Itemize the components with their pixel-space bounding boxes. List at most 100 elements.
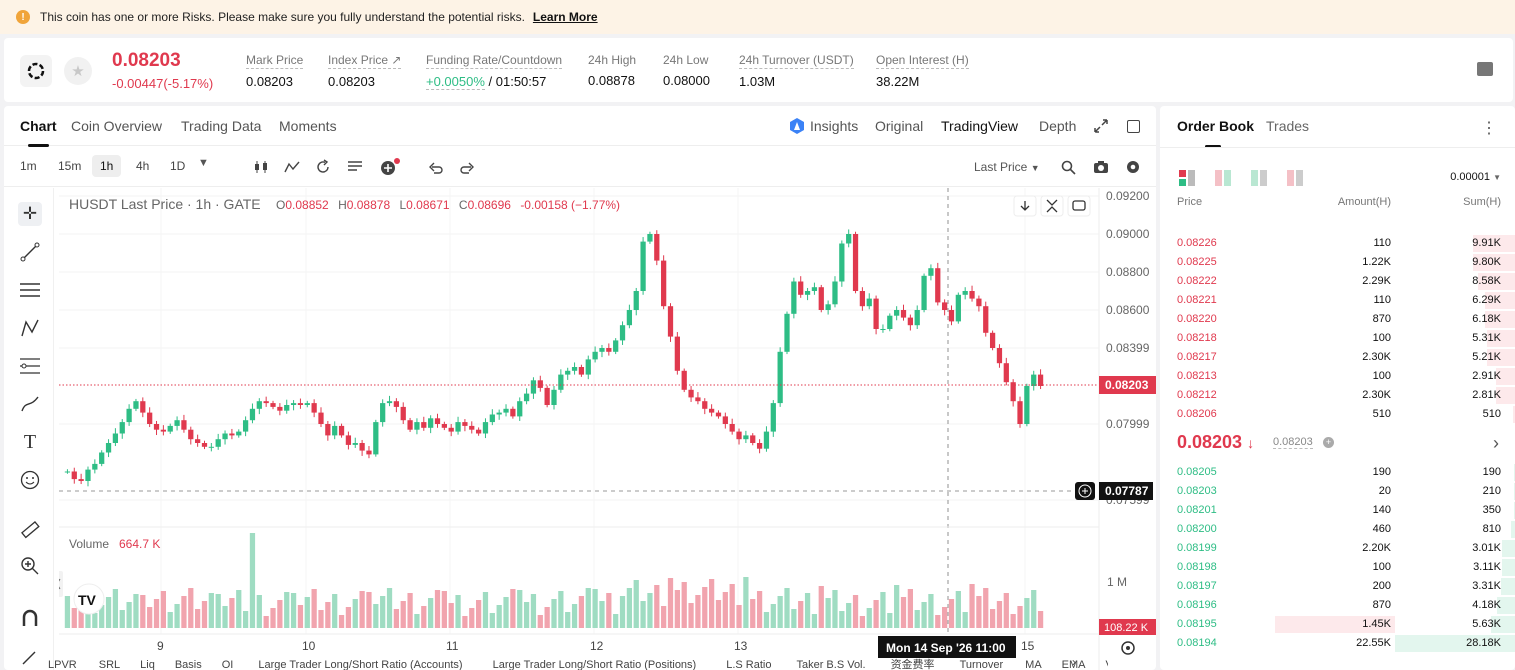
indicator-item[interactable]: 资金费率 <box>890 659 935 670</box>
ask-row[interactable]: 0.08225 1.22K 9.80K <box>1160 253 1515 272</box>
replay-icon[interactable] <box>315 159 331 175</box>
bid-row[interactable]: 0.08203 20 210 <box>1160 482 1515 501</box>
indicator-item[interactable]: L.S Ratio <box>726 659 772 670</box>
magnet-tool-icon[interactable] <box>18 606 42 630</box>
ask-row[interactable]: 0.08217 2.30K 5.21K <box>1160 348 1515 367</box>
ruler-tool-icon[interactable] <box>18 518 42 542</box>
depth-bar <box>1513 464 1515 481</box>
bid-row[interactable]: 0.08199 2.20K 3.01K <box>1160 539 1515 558</box>
scroll-left-icon[interactable] <box>59 571 63 597</box>
favorite-star-icon[interactable]: ★ <box>64 57 92 85</box>
chart-scroll-down-icon[interactable] <box>1013 195 1037 217</box>
indicator-item[interactable]: OI <box>221 659 234 670</box>
indicators-icon[interactable] <box>284 160 300 174</box>
bid-row[interactable]: 0.08205 190 190 <box>1160 463 1515 482</box>
view-original[interactable]: Original <box>875 118 924 134</box>
mid-chevron-right-icon[interactable]: › <box>1493 433 1499 453</box>
ask-row[interactable]: 0.08212 2.30K 2.81K <box>1160 386 1515 405</box>
ask-row[interactable]: 0.08222 2.29K 8.58K <box>1160 272 1515 291</box>
lock-drawing-tool-icon[interactable] <box>18 644 42 668</box>
settings-gear-icon[interactable] <box>1125 159 1141 175</box>
tf-4h[interactable]: 4h <box>136 159 150 173</box>
tf-1h[interactable]: 1h <box>92 155 122 177</box>
bid-row[interactable]: 0.08196 870 4.18K <box>1160 596 1515 615</box>
zoom-in-tool-icon[interactable] <box>18 554 42 578</box>
ask-row[interactable]: 0.08220 870 6.18K <box>1160 310 1515 329</box>
mid-mark-price: 0.08203 <box>1273 436 1313 449</box>
indicator-item[interactable]: Volu <box>1106 659 1108 670</box>
camera-icon[interactable] <box>1093 160 1109 174</box>
ask-row[interactable]: 0.08226 110 9.91K <box>1160 234 1515 253</box>
view-asks-icon[interactable] <box>1287 170 1303 186</box>
more-menu-icon[interactable]: ⋮ <box>1481 120 1497 137</box>
chart-settings-gear-icon[interactable] <box>1121 641 1135 655</box>
horizontal-lines-tool-icon[interactable] <box>18 278 42 302</box>
indicator-item[interactable]: LPVR <box>48 659 77 670</box>
ask-row[interactable]: 0.08206 510 510 <box>1160 405 1515 424</box>
view-tradingview[interactable]: TradingView <box>941 118 1019 134</box>
brush-tool-icon[interactable] <box>18 392 42 416</box>
indicator-item[interactable]: Taker B.S Vol. <box>796 659 866 670</box>
tab-trades[interactable]: Trades <box>1266 118 1310 134</box>
tf-15m[interactable]: 15m <box>58 159 82 173</box>
indicator-item[interactable]: Turnover <box>959 659 1004 670</box>
search-icon[interactable] <box>1061 160 1076 175</box>
expand-icon[interactable] <box>1094 119 1108 133</box>
candle-type-icon[interactable] <box>253 160 269 174</box>
chart-collapse-icon[interactable] <box>1040 195 1064 217</box>
learn-more-link[interactable]: Learn More <box>532 10 598 24</box>
bid-row[interactable]: 0.08198 100 3.11K <box>1160 558 1515 577</box>
candle-body <box>469 425 475 430</box>
add-indicator-icon[interactable] <box>379 157 401 177</box>
bid-row[interactable]: 0.08195 1.45K 5.63K <box>1160 615 1515 634</box>
indicator-item[interactable]: Large Trader Long/Short Ratio (Positions… <box>492 659 697 670</box>
indicator-item[interactable]: MA <box>1025 659 1042 670</box>
ask-row[interactable]: 0.08221 110 6.29K <box>1160 291 1515 310</box>
pattern-tool-icon[interactable] <box>18 316 42 340</box>
tab-order-book[interactable]: Order Book <box>1177 118 1255 148</box>
redo-icon[interactable] <box>459 160 475 174</box>
indicator-item[interactable]: Large Trader Long/Short Ratio (Accounts) <box>258 659 463 670</box>
ask-row[interactable]: 0.08218 100 5.31K <box>1160 329 1515 348</box>
text-tool-icon[interactable]: T <box>23 430 37 453</box>
bid-row[interactable]: 0.08194 22.55K 28.18K <box>1160 634 1515 653</box>
trendline-tool-icon[interactable] <box>18 240 42 264</box>
view-depth[interactable]: Depth <box>1039 118 1077 134</box>
tab-trading-data[interactable]: Trading Data <box>181 118 262 134</box>
price-chart[interactable]: 0.09200 0.09000 0.08800 0.08600 0.08399 0.079… <box>59 188 1156 670</box>
view-bids-asks-icon[interactable] <box>1215 170 1231 186</box>
chart-sync-icon[interactable] <box>1067 195 1091 217</box>
volume-bar <box>900 597 907 628</box>
bid-row[interactable]: 0.08197 200 3.31K <box>1160 577 1515 596</box>
tab-coin-overview[interactable]: Coin Overview <box>71 118 163 134</box>
window-icon[interactable] <box>1127 120 1140 133</box>
indicator-next-icon[interactable]: › <box>1072 655 1076 669</box>
book-icon[interactable] <box>1477 62 1493 76</box>
indicator-item[interactable]: Liq <box>140 659 155 670</box>
indicator-item[interactable]: EMA <box>1061 659 1086 670</box>
ask-row[interactable]: 0.08213 100 2.91K <box>1160 367 1515 386</box>
fib-tool-icon[interactable] <box>18 354 42 378</box>
tab-chart[interactable]: Chart <box>20 118 57 147</box>
stat-index-price[interactable]: Index Price ↗ 0.08203 <box>328 53 402 89</box>
candle-body <box>256 401 262 409</box>
tf-1m[interactable]: 1m <box>20 159 37 173</box>
view-bids-icon[interactable] <box>1251 170 1267 186</box>
tab-moments[interactable]: Moments <box>279 118 337 134</box>
last-price-select[interactable]: Last Price ▼ <box>974 160 1040 174</box>
precision-select[interactable]: 0.00001 ▼ <box>1450 171 1501 183</box>
timeframe-dropdown-icon[interactable]: ▼ <box>198 157 209 169</box>
view-insights[interactable]: Insights <box>810 118 859 134</box>
emoji-tool-icon[interactable] <box>18 468 42 492</box>
bid-row[interactable]: 0.08201 140 350 <box>1160 501 1515 520</box>
crosshair-tool-icon[interactable]: ✛ <box>18 202 42 226</box>
add-order-plus-icon[interactable] <box>1075 482 1095 500</box>
template-icon[interactable] <box>347 160 363 174</box>
view-both-icon[interactable] <box>1179 170 1195 186</box>
bid-row[interactable]: 0.08200 460 810 <box>1160 520 1515 539</box>
indicator-item[interactable]: SRL <box>98 659 121 670</box>
tf-1d[interactable]: 1D <box>170 159 186 173</box>
indicator-item[interactable]: Basis <box>174 659 202 670</box>
volume-bar <box>201 601 208 628</box>
undo-icon[interactable] <box>428 160 444 174</box>
